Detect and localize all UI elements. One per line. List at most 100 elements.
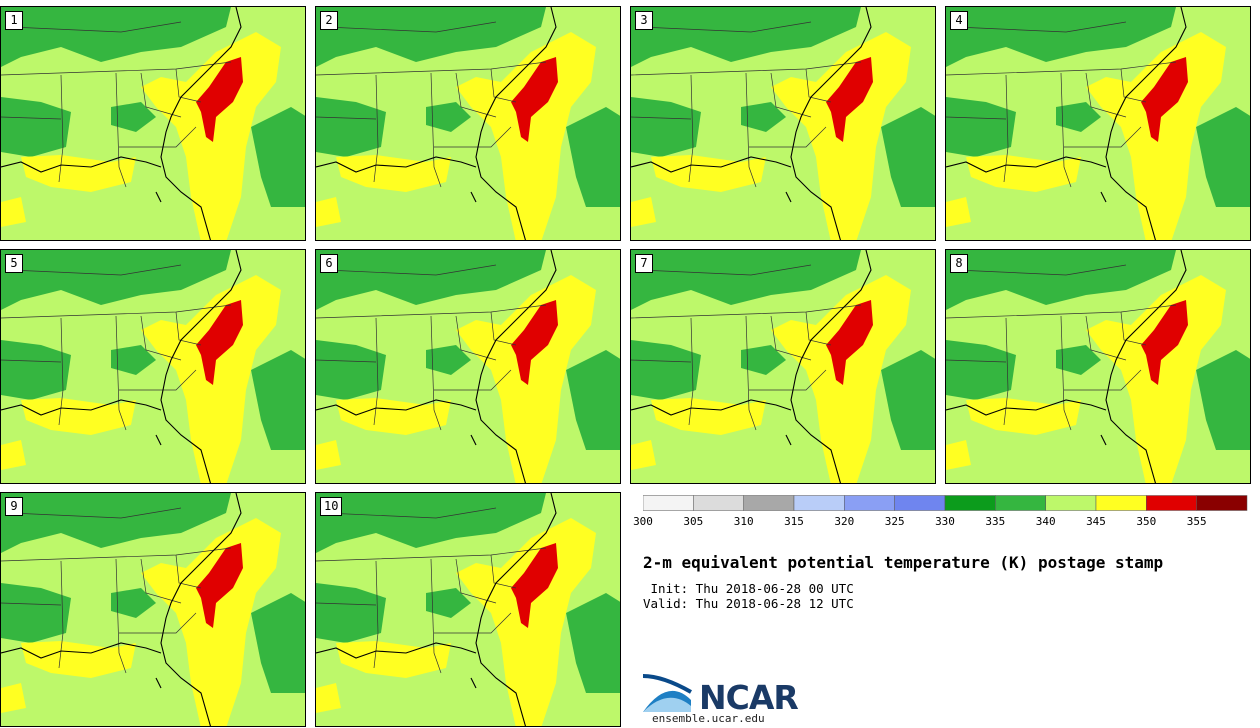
green-region-atlantic (251, 593, 305, 693)
colorbar-tick-label: 300 (633, 515, 653, 528)
green-region-inland (1056, 345, 1101, 375)
green-region-atlantic (1196, 350, 1250, 450)
green-region-atlantic (1196, 107, 1250, 207)
yellow-region-gulf (21, 155, 136, 192)
colorbar-segment (1196, 495, 1248, 511)
green-region-inland (741, 345, 786, 375)
colorbar-tick-label: 345 (1086, 515, 1106, 528)
colorbar-segment (693, 495, 744, 511)
yellow-region-gulf (651, 155, 766, 192)
colorbar-segment (793, 495, 845, 511)
green-region-west (316, 583, 386, 643)
colorbar-segment (894, 495, 946, 511)
init-time: Init: Thu 2018-06-28 00 UTC (643, 581, 854, 596)
panel-label: 3 (635, 11, 653, 30)
green-region-atlantic (251, 107, 305, 207)
plot-title: 2-m equivalent potential temperature (K)… (643, 553, 1164, 572)
yellow-region-gulf (336, 155, 451, 192)
map-svg (1, 493, 305, 726)
colorbar-segment (1045, 495, 1097, 511)
panel-label: 9 (5, 497, 23, 516)
green-region-inland (741, 102, 786, 132)
green-region-west (631, 340, 701, 400)
panel-label: 5 (5, 254, 23, 273)
ncar-logo-icon (643, 674, 692, 712)
panel-label: 1 (5, 11, 23, 30)
map-panel-9: 9 (0, 492, 306, 727)
green-region-atlantic (251, 350, 305, 450)
green-region-inland (1056, 102, 1101, 132)
green-region-west (1, 97, 71, 157)
map-svg (1, 7, 305, 240)
red-region-carolinas (1141, 300, 1188, 385)
green-region-north (631, 250, 861, 310)
colorbar-tick-label: 335 (985, 515, 1006, 528)
colorbar-segment (743, 495, 795, 511)
colorbar-tick-label: 350 (1136, 515, 1157, 528)
yellow-region-gulf (651, 398, 766, 435)
red-region-carolinas (511, 300, 558, 385)
map-svg (946, 250, 1250, 483)
green-region-atlantic (566, 593, 620, 693)
map-svg (316, 250, 620, 483)
green-region-inland (426, 588, 471, 618)
green-region-north (1, 7, 231, 67)
green-region-atlantic (566, 107, 620, 207)
green-region-atlantic (881, 107, 935, 207)
map-svg (316, 7, 620, 240)
map-panel-1: 1 (0, 6, 306, 241)
red-region-carolinas (196, 543, 243, 628)
red-region-carolinas (196, 57, 243, 142)
green-region-north (946, 7, 1176, 67)
green-region-west (316, 97, 386, 157)
map-panel-6: 6 (315, 249, 621, 484)
map-panel-3: 3 (630, 6, 936, 241)
map-panel-7: 7 (630, 249, 936, 484)
green-region-west (631, 97, 701, 157)
red-region-carolinas (826, 300, 873, 385)
green-region-inland (426, 102, 471, 132)
colorbar-segment (995, 495, 1046, 511)
red-region-carolinas (1141, 57, 1188, 142)
map-panel-5: 5 (0, 249, 306, 484)
green-region-inland (111, 588, 156, 618)
green-region-west (1, 340, 71, 400)
colorbar-segment (643, 495, 694, 511)
green-region-north (316, 250, 546, 310)
green-region-north (1, 493, 231, 553)
red-region-carolinas (511, 543, 558, 628)
colorbar-tick-label: 310 (733, 515, 754, 528)
colorbar-tick-label: 315 (784, 515, 804, 528)
panel-label: 10 (320, 497, 343, 516)
valid-time: Valid: Thu 2018-06-28 12 UTC (643, 596, 854, 611)
map-panel-4: 4 (945, 6, 1251, 241)
green-region-north (316, 493, 546, 553)
map-svg (1, 250, 305, 483)
colorbar-segment (944, 495, 996, 511)
green-region-north (631, 7, 861, 67)
green-region-inland (111, 102, 156, 132)
red-region-carolinas (511, 57, 558, 142)
yellow-region-gulf (21, 398, 136, 435)
green-region-west (946, 97, 1016, 157)
panel-label: 8 (950, 254, 968, 273)
map-panel-8: 8 (945, 249, 1251, 484)
colorbar-tick-label: 340 (1035, 515, 1056, 528)
map-panel-10: 10 (315, 492, 621, 727)
green-region-atlantic (881, 350, 935, 450)
colorbar-segment (1146, 495, 1197, 511)
yellow-region-gulf (966, 155, 1081, 192)
logo-url: ensemble.ucar.edu (652, 712, 765, 725)
green-region-west (1, 583, 71, 643)
colorbar-tick-label: 320 (834, 515, 855, 528)
map-svg (631, 7, 935, 240)
yellow-region-gulf (21, 641, 136, 678)
colorbar-tick-label: 305 (683, 515, 704, 528)
colorbar-tick-label: 330 (935, 515, 955, 528)
yellow-region-gulf (966, 398, 1081, 435)
panel-label: 7 (635, 254, 653, 273)
panel-label: 2 (320, 11, 338, 30)
yellow-region-gulf (336, 641, 451, 678)
colorbar-segment (1095, 495, 1147, 511)
red-region-carolinas (196, 300, 243, 385)
